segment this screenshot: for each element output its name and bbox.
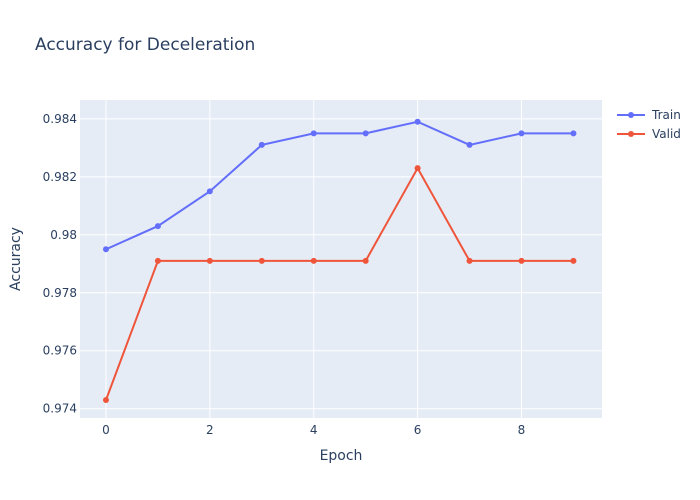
legend-marker-train xyxy=(628,112,634,118)
data-point-valid xyxy=(310,257,317,264)
data-point-valid xyxy=(362,257,369,264)
series-line-valid xyxy=(105,166,574,401)
y-axis-title: Accuracy xyxy=(8,227,24,291)
data-point-valid xyxy=(154,257,161,264)
series-points xyxy=(102,118,577,404)
legend-label-valid: Valid xyxy=(652,127,681,141)
legend-marker-valid xyxy=(628,131,634,137)
data-point-train xyxy=(466,141,473,148)
data-point-valid xyxy=(570,257,577,264)
data-point-valid xyxy=(466,257,473,264)
data-point-valid xyxy=(518,257,525,264)
y-tick-label: 0.974 xyxy=(43,402,77,416)
x-tick-label: 0 xyxy=(102,423,110,437)
legend[interactable]: Train Valid xyxy=(617,108,681,141)
y-tick-label: 0.976 xyxy=(43,344,77,358)
plot-area xyxy=(80,100,602,418)
legend-label-train: Train xyxy=(651,108,681,122)
data-point-train xyxy=(206,188,213,195)
x-axis-title: Epoch xyxy=(320,448,363,464)
data-point-valid xyxy=(258,257,265,264)
x-tick-label: 2 xyxy=(206,423,214,437)
data-point-train xyxy=(102,246,109,253)
x-tick-label: 6 xyxy=(414,423,422,437)
data-point-train xyxy=(258,141,265,148)
tick-labels: 0 2 4 6 8 0.974 0.976 0.978 0.98 0.982 0.984 xyxy=(43,112,526,437)
y-tick-label: 0.984 xyxy=(43,112,77,126)
data-point-valid xyxy=(414,165,421,172)
y-tick-label: 0.978 xyxy=(43,286,77,300)
y-tick-label: 0.982 xyxy=(43,170,77,184)
data-point-train xyxy=(154,223,161,230)
data-point-train xyxy=(414,118,421,125)
series-line-train xyxy=(105,120,574,251)
data-point-train xyxy=(518,130,525,137)
y-tick-label: 0.98 xyxy=(50,228,77,242)
data-point-train xyxy=(570,130,577,137)
data-point-train xyxy=(362,130,369,137)
legend-item-train[interactable]: Train xyxy=(617,108,681,122)
x-tick-label: 4 xyxy=(310,423,318,437)
series-lines xyxy=(105,120,574,401)
data-point-train xyxy=(310,130,317,137)
data-point-valid xyxy=(206,257,213,264)
x-tick-label: 8 xyxy=(518,423,526,437)
legend-item-valid[interactable]: Valid xyxy=(617,127,681,141)
data-point-valid xyxy=(102,397,109,404)
chart-title: Accuracy for Deceleration xyxy=(35,35,255,55)
